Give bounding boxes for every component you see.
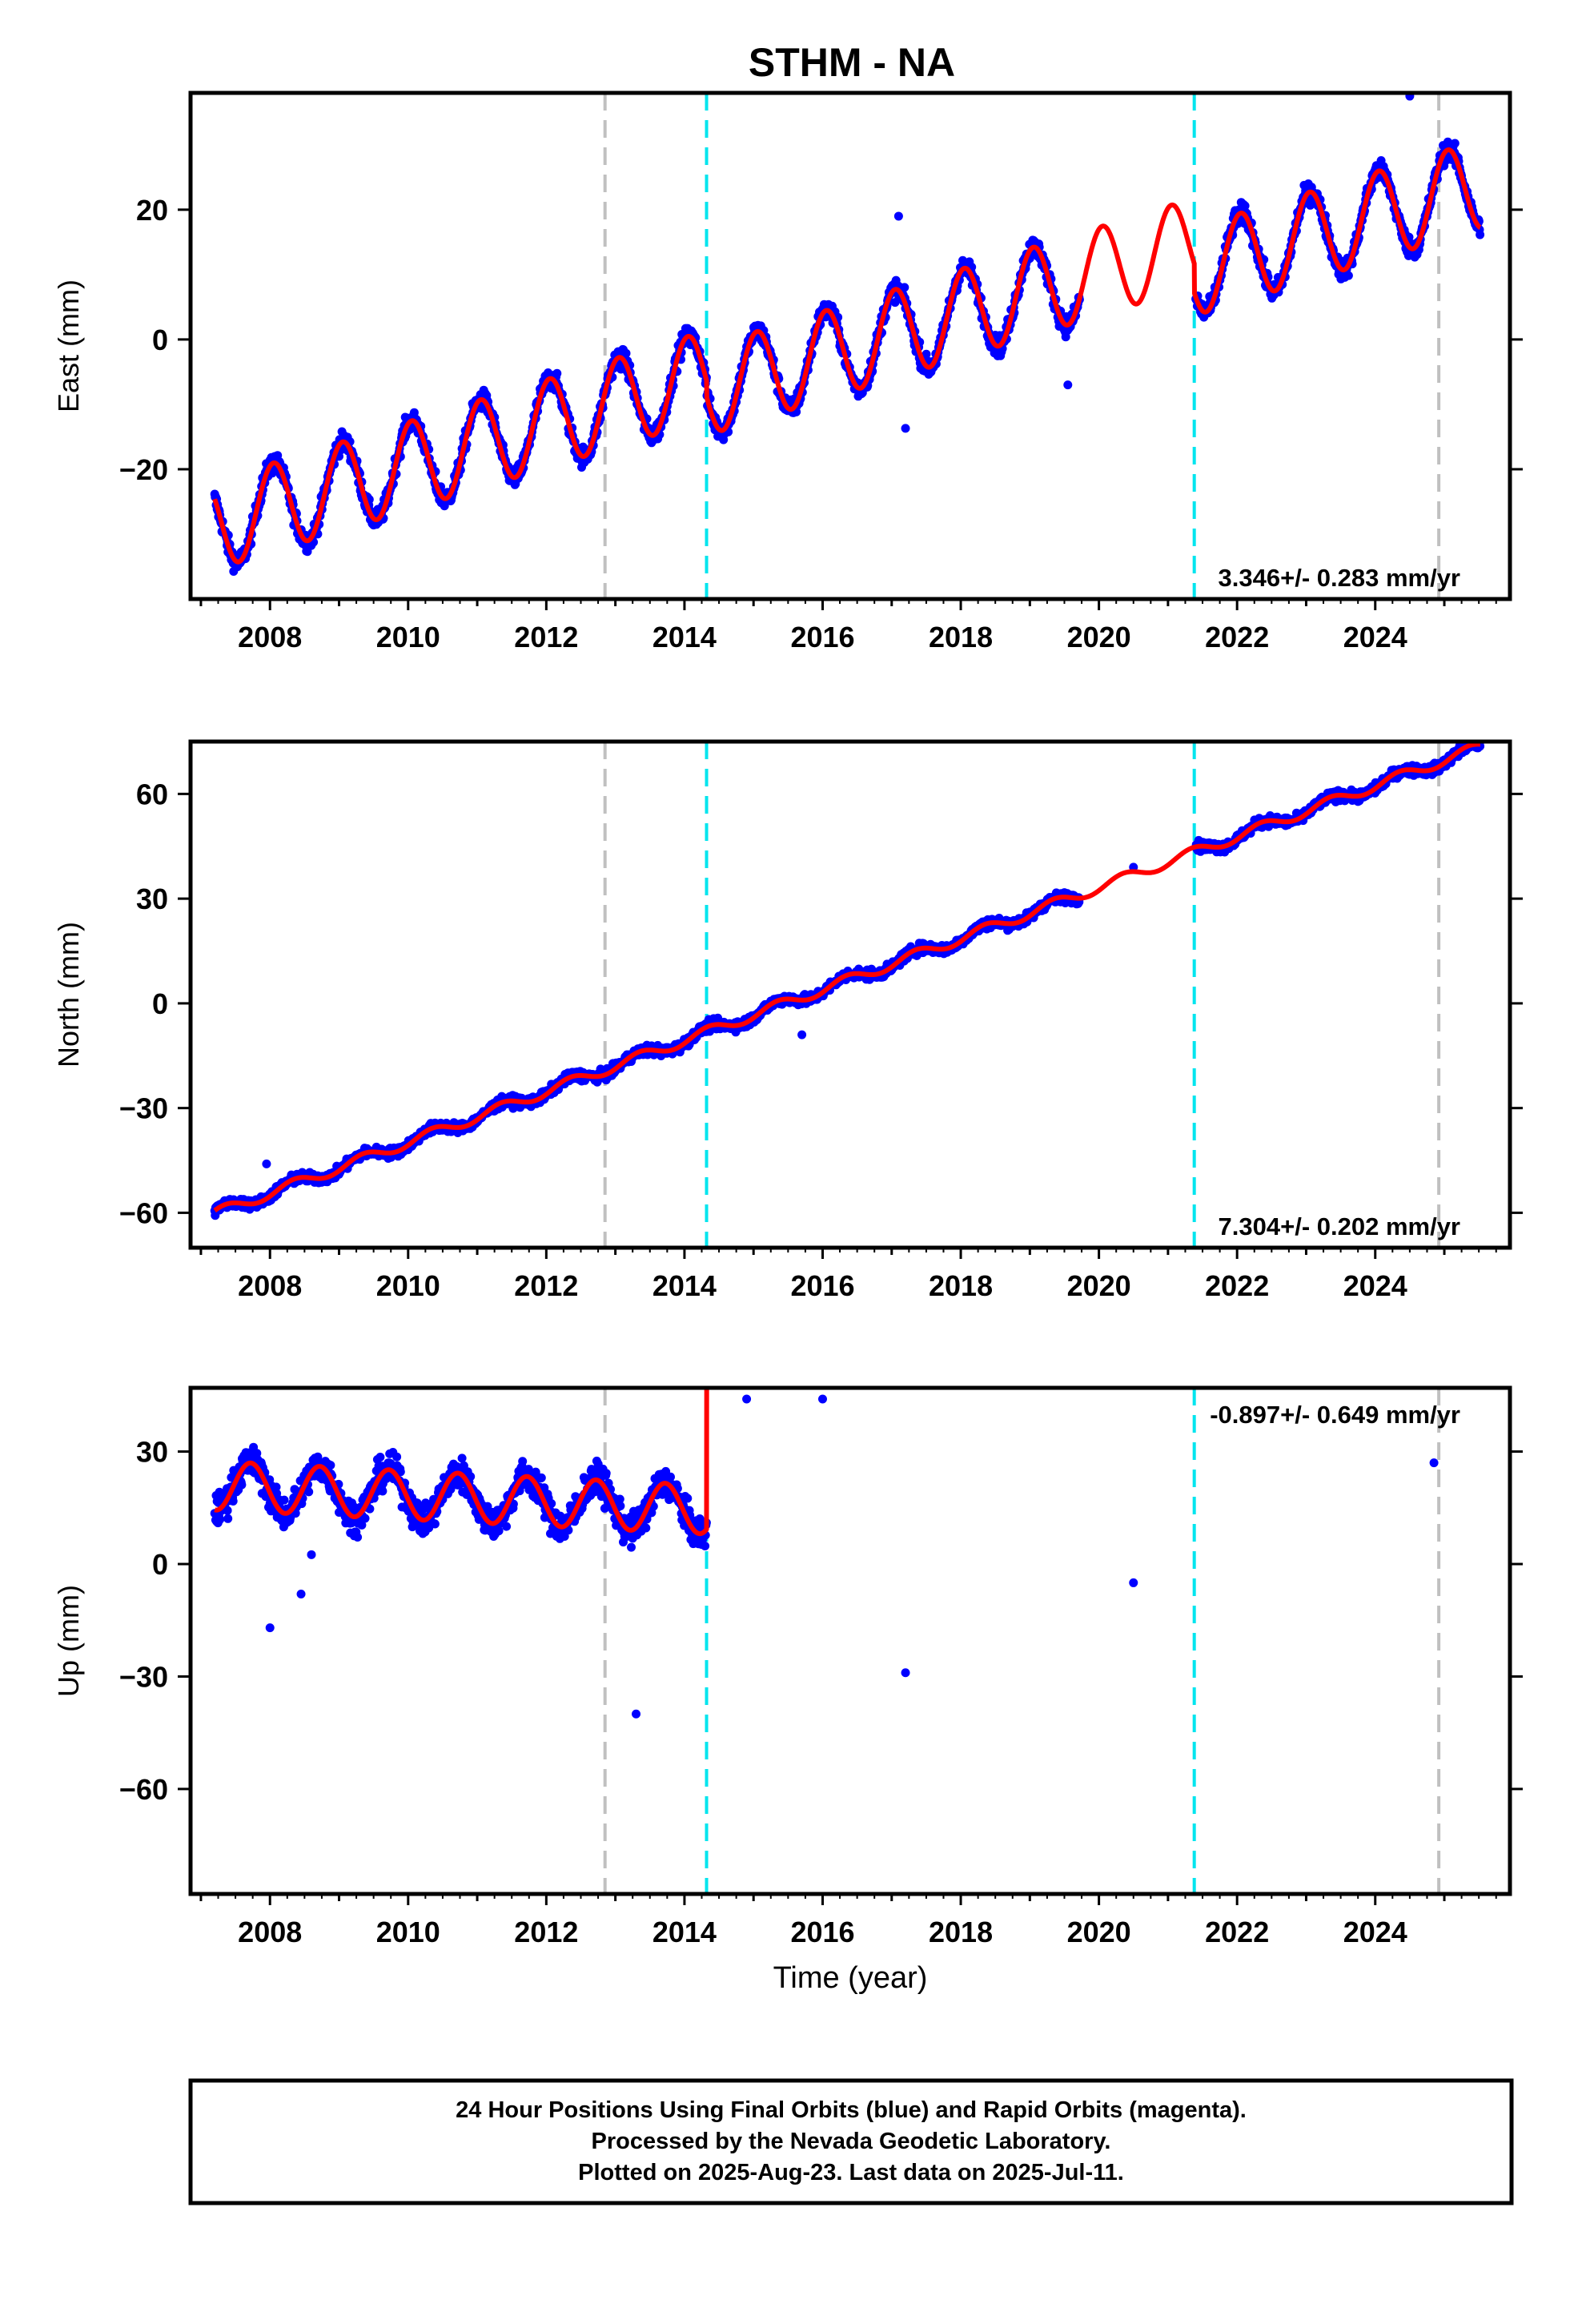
east-xtick-label: 2020 [1067, 621, 1131, 653]
east-ytick-label: 20 [136, 194, 168, 227]
east-ylabel: East (mm) [52, 279, 85, 412]
east-outlier-point [1063, 380, 1073, 390]
east-plot-area [210, 93, 1485, 599]
east-ytick-label: −20 [119, 453, 168, 486]
east-panel: 2008 2010 2012 2014 2016 2018 2020 2022 2024 −20 0… [52, 90, 1523, 653]
east-outlier-point [893, 211, 903, 221]
east-data-point [1343, 271, 1353, 280]
east-xtick-label: 2016 [790, 621, 854, 653]
east-rate-label: 3.346+/- 0.283 mm/yr [1219, 564, 1460, 592]
east-data-point [552, 368, 562, 378]
east-xtick-label: 2010 [376, 621, 440, 653]
figure-title: STHM - NA [749, 40, 955, 85]
east-xtick-label: 2014 [652, 621, 717, 653]
east-data-point [1450, 139, 1460, 148]
east-data-point [409, 408, 419, 417]
east-xtick-label: 2008 [238, 621, 302, 653]
east-xtick-label: 2012 [514, 621, 578, 653]
east-xtick-label: 2022 [1205, 621, 1269, 653]
north-outlier-point [797, 1030, 807, 1039]
north-outlier-point [262, 1159, 271, 1168]
east-ytick-label: 0 [152, 324, 168, 356]
east-xtick-label: 2024 [1343, 621, 1407, 653]
east-xtick-label: 2018 [929, 621, 993, 653]
east-outlier-point [901, 424, 910, 433]
east-data-point [1476, 230, 1485, 239]
